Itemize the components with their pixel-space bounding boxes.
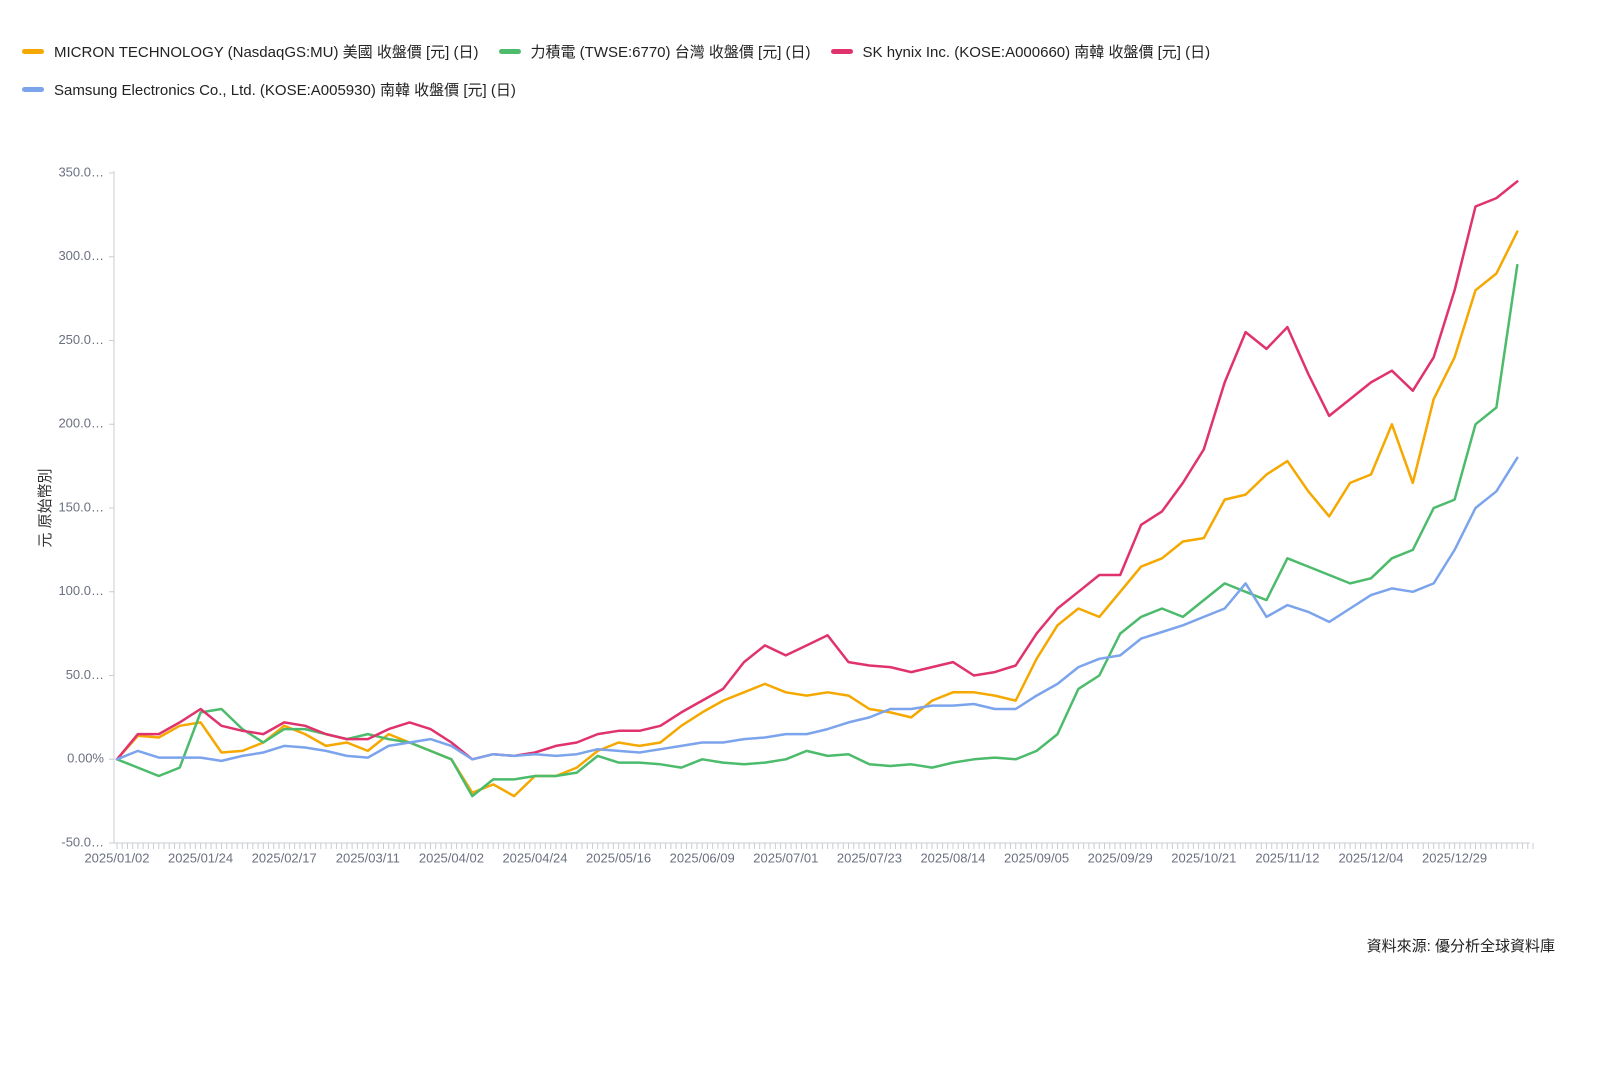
x-tick-label: 2025/05/16 [586, 850, 651, 865]
y-tick-label: 250.0… [58, 332, 104, 347]
y-tick-label: 150.0… [58, 499, 104, 514]
x-tick-label: 2025/12/04 [1338, 850, 1403, 865]
x-tick-label: 2025/09/29 [1088, 850, 1153, 865]
y-tick-label: 0.00% [67, 751, 104, 766]
x-tick-label: 2025/11/12 [1255, 850, 1319, 865]
legend-swatch [830, 48, 853, 54]
x-tick-label: 2025/01/24 [168, 850, 233, 865]
legend-item[interactable]: MICRON TECHNOLOGY (NasdaqGS:MU) 美國 收盤價 [… [22, 40, 479, 62]
x-tick-label: 2025/04/24 [502, 850, 567, 865]
y-tick-label: 50.0… [66, 667, 104, 682]
legend: MICRON TECHNOLOGY (NasdaqGS:MU) 美國 收盤價 [… [22, 40, 1322, 116]
series-line [115, 456, 1519, 763]
series-line [115, 263, 1519, 798]
legend-label: SK hynix Inc. (KOSE:A000660) 南韓 收盤價 [元] … [862, 43, 1211, 61]
x-tick-label: 2025/03/11 [336, 850, 400, 865]
y-tick-label: 350.0… [58, 164, 104, 179]
y-tick-label: 200.0… [58, 416, 104, 431]
legend-label: Samsung Electronics Co., Ltd. (KOSE:A005… [54, 81, 516, 99]
x-tick-label: 2025/07/23 [837, 850, 902, 865]
legend-label: MICRON TECHNOLOGY (NasdaqGS:MU) 美國 收盤價 [… [54, 43, 479, 61]
legend-label: 力積電 (TWSE:6770) 台灣 收盤價 [元] (日) [530, 43, 811, 61]
legend-item[interactable]: 力積電 (TWSE:6770) 台灣 收盤價 [元] (日) [498, 40, 811, 62]
x-tick-label: 2025/06/09 [670, 850, 735, 865]
x-tick-label: 2025/12/29 [1422, 850, 1487, 865]
x-tick-label: 2025/08/14 [920, 850, 985, 865]
x-tick-label: 2025/09/05 [1004, 850, 1069, 865]
series-line [115, 180, 1519, 761]
x-tick-label: 2025/10/21 [1171, 850, 1236, 865]
legend-swatch [22, 48, 44, 54]
x-tick-label: 2025/04/02 [419, 850, 484, 865]
legend-swatch [22, 86, 44, 92]
x-tick-label: 2025/07/01 [753, 850, 818, 865]
x-tick-label: 2025/02/17 [252, 850, 317, 865]
legend-swatch [498, 48, 521, 54]
legend-item[interactable]: Samsung Electronics Co., Ltd. (KOSE:A005… [22, 78, 516, 100]
y-tick-label: -50.0… [61, 834, 104, 849]
source-note: 資料來源: 優分析全球資料庫 [1367, 937, 1555, 955]
y-axis-label: 元 原始幣別 [37, 468, 54, 547]
legend-item[interactable]: SK hynix Inc. (KOSE:A000660) 南韓 收盤價 [元] … [830, 40, 1211, 62]
x-tick-label: 2025/01/02 [84, 850, 149, 865]
series-line [115, 230, 1519, 798]
y-tick-label: 300.0… [58, 248, 104, 263]
y-tick-label: 100.0… [58, 583, 104, 598]
